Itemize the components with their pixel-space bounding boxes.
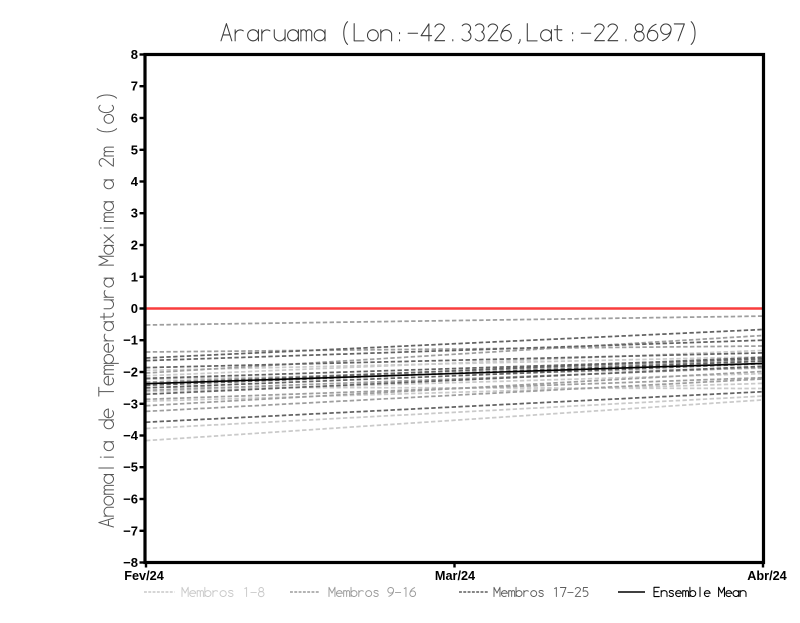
svg-text:3: 3 [131,206,138,221]
svg-text:−8: −8 [123,555,138,570]
svg-text:Fev/24: Fev/24 [124,569,164,583]
svg-text:8: 8 [131,47,138,62]
svg-text:−2: −2 [123,365,138,380]
svg-text:1: 1 [131,269,138,284]
svg-text:−1: −1 [123,333,138,348]
svg-text:2: 2 [131,238,138,253]
svg-text:5: 5 [131,142,138,157]
svg-text:−6: −6 [123,492,138,507]
svg-text:0: 0 [131,301,138,316]
svg-text:6: 6 [131,111,138,126]
svg-text:−4: −4 [123,428,139,443]
svg-text:Abr/24: Abr/24 [747,569,787,583]
svg-text:−3: −3 [123,396,138,411]
svg-text:4: 4 [131,174,139,189]
svg-text:7: 7 [131,79,138,94]
svg-text:−7: −7 [123,523,138,538]
svg-text:−5: −5 [123,460,138,475]
svg-text:Mar/24: Mar/24 [435,569,475,583]
